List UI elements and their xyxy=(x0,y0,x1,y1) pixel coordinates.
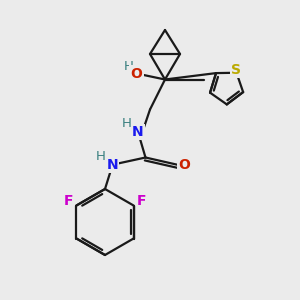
Text: O: O xyxy=(130,67,142,80)
Text: H: H xyxy=(96,150,106,163)
Text: O: O xyxy=(178,158,190,172)
Text: N: N xyxy=(132,125,144,139)
Text: F: F xyxy=(63,194,73,208)
Text: H: H xyxy=(122,117,131,130)
Text: S: S xyxy=(232,63,242,77)
Text: H: H xyxy=(124,59,133,73)
Text: N: N xyxy=(107,158,118,172)
Text: F: F xyxy=(137,194,147,208)
